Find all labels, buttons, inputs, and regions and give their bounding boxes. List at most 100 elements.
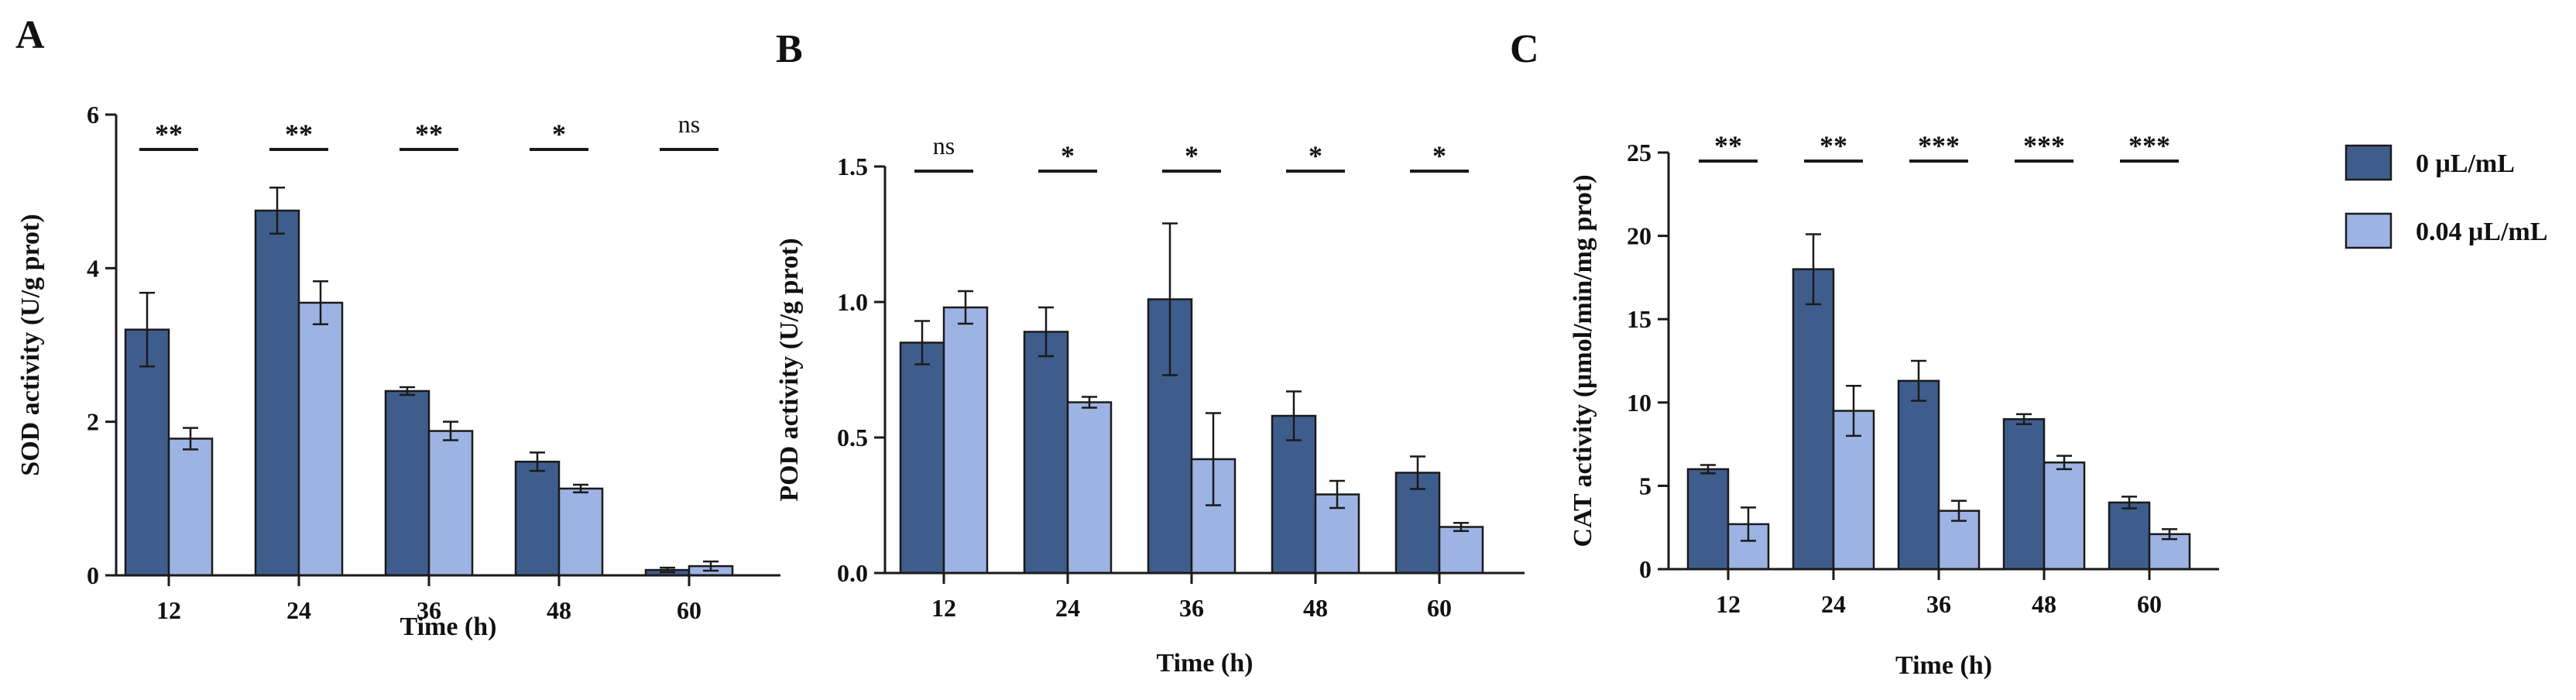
error-bar [269, 186, 285, 235]
bar-treated [167, 438, 214, 577]
chart-panel-b: B 12 ns 24 * 36 * 48 * 60 * 0.0 0.5 1.0 1.5 Time (h) POD… [775, 27, 1525, 678]
significance-label: ns [678, 110, 700, 138]
error-bar [530, 451, 545, 472]
x-tick-label: 36 [417, 596, 441, 624]
x-tick-label: 60 [1427, 594, 1452, 622]
legend-label: 0.04 μL/mL [2416, 218, 2547, 246]
significance-label: *** [2128, 130, 2170, 161]
bar-control [1792, 268, 1835, 571]
y-tick-label: 20 [1627, 222, 1652, 250]
x-tick-label: 48 [2032, 590, 2056, 618]
legend: 0 μL/mL 0.04 μL/mL [2344, 144, 2547, 249]
significance-label: * [1185, 140, 1199, 171]
error-bar [1410, 455, 1425, 490]
bar-treated [942, 306, 989, 575]
error-bar [660, 566, 675, 574]
significance-label: *** [1918, 130, 1960, 161]
error-bar [1453, 522, 1469, 532]
panel-letter: C [1510, 27, 1539, 71]
x-tick-label: 12 [1716, 590, 1741, 618]
significance-label: ** [1820, 130, 1847, 161]
significance-label: ** [415, 118, 443, 149]
error-bar [703, 560, 719, 572]
y-tick-label: 25 [1627, 139, 1652, 166]
error-bar [1846, 385, 1861, 438]
x-axis-title: Time (h) [1157, 649, 1254, 678]
error-bar [1700, 464, 1716, 475]
y-tick-label: 4 [87, 254, 99, 282]
significance-label: ns [933, 132, 955, 160]
bar-control [899, 341, 945, 575]
chart-panel-c: C 12 ** 24 ** 36 *** 48 *** 60 *** 0 5 10 15 20 25 Time (… [1510, 27, 2219, 680]
significance-label: *** [2023, 130, 2065, 161]
x-tick-label: 48 [547, 596, 571, 624]
x-tick-label: 24 [1821, 590, 1846, 618]
error-bar [1911, 359, 1926, 402]
y-tick-label: 1.0 [837, 288, 868, 316]
legend-swatch [2344, 144, 2392, 181]
x-tick-label: 12 [156, 596, 181, 624]
y-axis-title: SOD activity (U/g prot) [16, 214, 45, 475]
y-tick-label: 0.0 [837, 559, 868, 587]
y-tick-label: 2 [87, 408, 99, 436]
bar-control [2108, 501, 2151, 571]
x-tick-label: 60 [677, 596, 701, 624]
bar-control [2002, 418, 2046, 571]
y-tick-label: 15 [1627, 305, 1652, 333]
bar-control [254, 209, 300, 577]
error-bar [1329, 479, 1345, 510]
bar-treated [2043, 462, 2086, 571]
error-bar [400, 386, 415, 396]
significance-label: * [1061, 140, 1075, 171]
x-tick-label: 36 [1926, 590, 1951, 618]
y-tick-label: 6 [87, 101, 99, 129]
error-bar [183, 427, 198, 451]
significance-label: * [552, 118, 566, 149]
panel-letter: A [15, 13, 45, 57]
error-bar [1286, 390, 1302, 441]
error-bar [2162, 528, 2177, 540]
x-tick-label: 60 [2137, 590, 2162, 618]
error-bar [2122, 496, 2137, 510]
error-bar [443, 420, 458, 441]
error-bar [1806, 233, 1821, 306]
x-axis-title: Time (h) [400, 612, 497, 641]
significance-label: * [1309, 140, 1322, 171]
y-tick-label: 5 [1639, 472, 1652, 499]
bar-treated [1066, 401, 1113, 575]
bar-control [514, 460, 561, 577]
x-tick-label: 24 [286, 596, 311, 624]
error-bar [2056, 455, 2072, 471]
x-axis-title: Time (h) [1895, 651, 1992, 680]
bar-control [1686, 468, 1730, 571]
bar-treated [1438, 526, 1484, 575]
bar-treated [427, 430, 474, 577]
y-tick-label: 0.5 [837, 424, 868, 451]
x-tick-label: 24 [1055, 594, 1080, 622]
error-bar [2016, 413, 2032, 426]
panel-letter: B [776, 27, 803, 71]
x-tick-label: 48 [1303, 594, 1328, 622]
error-bar [958, 290, 973, 325]
significance-label: ** [1714, 130, 1742, 161]
y-tick-label: 1.5 [837, 153, 868, 180]
legend-item: 0.04 μL/mL [2344, 212, 2547, 249]
x-tick-label: 12 [931, 594, 956, 622]
error-bar [1162, 222, 1178, 376]
bar-treated [557, 487, 604, 577]
error-bar [1206, 412, 1221, 506]
y-axis-title: POD activity (U/g prot) [775, 238, 804, 501]
error-bar [313, 280, 328, 325]
y-tick-label: 0 [87, 561, 99, 589]
error-bar [1741, 506, 1756, 542]
significance-label: * [1432, 140, 1446, 171]
legend-item: 0 μL/mL [2344, 144, 2515, 181]
bar-treated [297, 301, 344, 577]
y-tick-label: 10 [1627, 389, 1652, 417]
error-bar [1951, 499, 1967, 522]
legend-label: 0 μL/mL [2416, 149, 2515, 178]
y-tick-label: 0 [1639, 555, 1652, 583]
significance-label: ** [285, 118, 313, 149]
